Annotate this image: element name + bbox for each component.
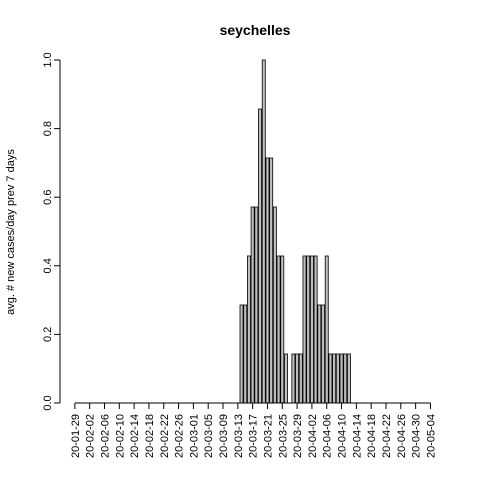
bar (243, 304, 248, 404)
x-tick-label: 20-03-25 (277, 414, 289, 458)
bar (335, 353, 340, 404)
x-tick-label: 20-04-14 (351, 414, 363, 458)
chart-title: seychelles (220, 22, 291, 38)
bar (291, 353, 296, 404)
bar (302, 255, 307, 404)
x-tick-label: 20-04-10 (337, 414, 349, 458)
bar (272, 206, 277, 404)
y-axis: 0.0 0.2 0.4 0.6 0.8 1.0 (42, 52, 61, 411)
x-tick-label: 20-05-04 (425, 414, 437, 458)
x-tick-label: 20-02-22 (159, 414, 171, 458)
bar (239, 304, 244, 404)
bar (321, 304, 325, 404)
y-tick-label: 0.2 (42, 327, 54, 342)
bars (239, 59, 351, 404)
bar (254, 206, 259, 404)
bar (306, 255, 311, 404)
bar (261, 59, 266, 404)
bar (332, 353, 337, 404)
bar (309, 255, 314, 404)
x-tick-label: 20-02-26 (174, 414, 186, 458)
bar (276, 255, 281, 404)
x-tick-label: 20-04-26 (396, 414, 408, 458)
x-tick-label: 20-04-22 (381, 414, 393, 458)
x-axis: 20-01-29 20-02-02 20-02-06 20-02-10 20-02-14… (70, 402, 437, 458)
x-tick-label: 20-01-29 (70, 414, 82, 458)
y-tick-label: 1.0 (42, 52, 54, 67)
bar (284, 353, 288, 404)
y-tick-label: 0.4 (42, 258, 54, 273)
bar (298, 353, 303, 404)
x-tick-label: 20-02-18 (144, 414, 156, 458)
bar (328, 353, 333, 404)
x-tick-label: 20-03-13 (233, 414, 245, 458)
bar (339, 353, 344, 404)
y-tick-label: 0.6 (42, 190, 54, 205)
x-tick-label: 20-04-30 (411, 414, 423, 458)
bar (265, 157, 270, 404)
bar (269, 157, 274, 404)
bar (347, 353, 351, 404)
bar (324, 255, 329, 404)
x-tick-label: 20-04-18 (366, 414, 378, 458)
x-tick-label: 20-02-02 (85, 414, 97, 458)
bar (295, 353, 300, 404)
x-tick-label: 20-02-10 (114, 414, 126, 458)
bar (313, 255, 318, 404)
x-tick-label: 20-03-21 (262, 414, 274, 458)
y-tick-label: 0.8 (42, 121, 54, 136)
bar (343, 353, 348, 404)
x-tick-label: 20-03-29 (292, 414, 304, 458)
y-axis-label: avg. # new cases/day prev 7 days (5, 149, 17, 315)
bar (258, 108, 262, 404)
x-tick-label: 20-03-01 (188, 414, 200, 458)
y-tick-label: 0.0 (42, 395, 54, 410)
bar (247, 255, 251, 404)
x-tick-label: 20-02-06 (99, 414, 111, 458)
x-tick-label: 20-03-05 (203, 414, 215, 458)
bar (280, 255, 285, 404)
x-tick-label: 20-04-02 (307, 414, 319, 458)
x-tick-label: 20-04-06 (322, 414, 334, 458)
bar (250, 206, 255, 404)
x-tick-label: 20-03-09 (218, 414, 230, 458)
x-tick-label: 20-02-14 (129, 414, 141, 458)
x-tick-label: 20-03-17 (248, 414, 260, 458)
bar (317, 304, 322, 404)
